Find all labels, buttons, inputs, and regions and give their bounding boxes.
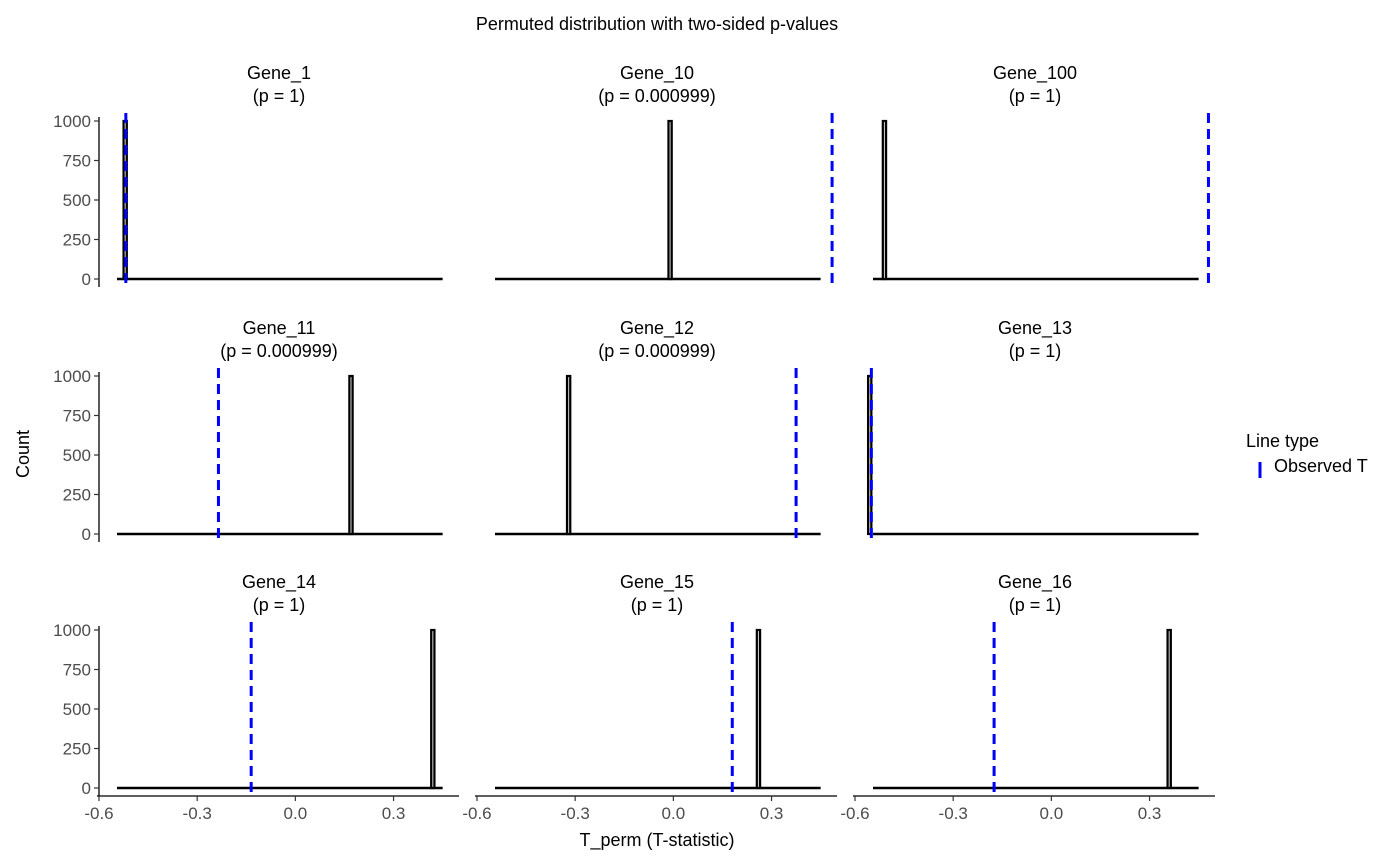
y-tick-label: 0 — [82, 525, 91, 544]
x-tick-label: 0.0 — [1040, 804, 1064, 823]
x-tick-label: 0.0 — [662, 804, 686, 823]
panel-p-value-label: (p = 1) — [1009, 341, 1062, 361]
histogram-bar — [430, 628, 436, 790]
panel-gene-16: Gene_16(p = 1) -0.6 -0.3 0.0 0.3 — [840, 572, 1215, 823]
y-tick-label: 1000 — [53, 112, 91, 131]
y-tick-label: 750 — [63, 407, 91, 426]
x-tick-label: -0.3 — [183, 804, 212, 823]
panel-gene-14: Gene_14(p = 1) 0 250 500 750 1000 -0.6 -0.3 0.0 0… — [53, 572, 459, 823]
panel-p-value-label: (p = 1) — [253, 86, 306, 106]
panel-gene-11: Gene_11(p = 0.000999) 0 250 500 750 1000 — [53, 318, 443, 544]
histogram-bar — [565, 374, 572, 536]
panel-p-value-label: (p = 1) — [1009, 86, 1062, 106]
panel-gene-100: Gene_100(p = 1) — [873, 63, 1210, 287]
y-tick-label: 500 — [63, 700, 91, 719]
y-tick-label: 250 — [63, 231, 91, 250]
y-tick-label: 750 — [63, 661, 91, 680]
panel-p-value-label: (p = 0.000999) — [598, 341, 716, 361]
x-tick-label: -0.3 — [561, 804, 590, 823]
panel-gene-label: Gene_16 — [998, 572, 1072, 593]
panel-gene-label: Gene_11 — [243, 318, 316, 339]
panel-gene-10: Gene_10(p = 0.000999) — [495, 63, 834, 287]
panel-gene-label: Gene_13 — [998, 318, 1072, 339]
y-tick-label: 750 — [63, 152, 91, 171]
x-tick-label: 0.0 — [284, 804, 308, 823]
panel-gene-12: Gene_12(p = 0.000999) — [495, 318, 821, 542]
panel-gene-label: Gene_100 — [993, 63, 1077, 84]
x-tick-label: -0.6 — [462, 804, 491, 823]
panel-gene-1: Gene_1(p = 1) 0 250 500 750 1000 — [53, 63, 443, 289]
panel-gene-13: Gene_13(p = 1) — [866, 318, 1199, 542]
y-tick-label: 500 — [63, 191, 91, 210]
x-tick-label: 0.3 — [382, 804, 406, 823]
x-tick-label: 0.3 — [760, 804, 784, 823]
panel-gene-label: Gene_10 — [620, 63, 694, 84]
panel-p-value-label: (p = 0.000999) — [220, 341, 338, 361]
panel-p-value-label: (p = 0.000999) — [598, 86, 716, 106]
panel-gene-15: Gene_15(p = 1) -0.6 -0.3 0.0 0.3 — [462, 572, 837, 823]
y-tick-label: 0 — [82, 270, 91, 289]
panel-gene-label: Gene_14 — [242, 572, 316, 593]
x-tick-label: -0.6 — [84, 804, 113, 823]
panel-gene-label: Gene_1 — [247, 63, 311, 84]
y-axis-title: Count — [13, 430, 33, 478]
y-tick-label: 250 — [63, 486, 91, 505]
panel-gene-label: Gene_15 — [620, 572, 694, 593]
legend-title: Line type — [1246, 431, 1319, 451]
y-tick-label: 1000 — [53, 621, 91, 640]
panel-p-value-label: (p = 1) — [1009, 595, 1062, 615]
histogram-bar — [348, 374, 354, 536]
legend-label-observed-t: Observed T — [1274, 456, 1368, 476]
histogram-bar — [667, 119, 673, 281]
histogram-bar — [1166, 628, 1172, 790]
panel-gene-label: Gene_12 — [620, 318, 694, 339]
y-tick-label: 0 — [82, 779, 91, 798]
x-tick-label: 0.3 — [1138, 804, 1162, 823]
chart-title: Permuted distribution with two-sided p-v… — [476, 14, 838, 34]
histogram-bar — [755, 628, 762, 790]
x-tick-label: -0.6 — [840, 804, 869, 823]
histogram-bar — [881, 119, 888, 281]
x-axis-title: T_perm (T-statistic) — [579, 830, 734, 851]
panel-p-value-label: (p = 1) — [631, 595, 684, 615]
legend: Line type Observed T — [1246, 431, 1368, 478]
y-tick-label: 250 — [63, 740, 91, 759]
x-tick-label: -0.3 — [939, 804, 968, 823]
panel-p-value-label: (p = 1) — [253, 595, 306, 615]
y-tick-label: 1000 — [53, 367, 91, 386]
y-tick-label: 500 — [63, 446, 91, 465]
